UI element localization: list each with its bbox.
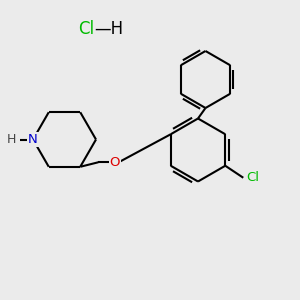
- Text: Cl: Cl: [78, 20, 94, 38]
- Text: Cl: Cl: [246, 171, 259, 184]
- Text: H: H: [7, 133, 16, 146]
- Text: N: N: [28, 133, 38, 146]
- Text: O: O: [110, 156, 120, 169]
- Text: —H: —H: [94, 20, 124, 38]
